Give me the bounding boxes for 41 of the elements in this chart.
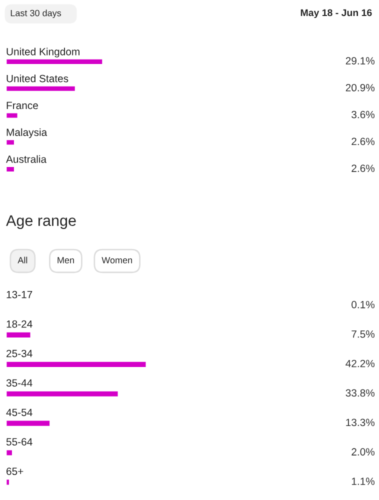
text: Women: [102, 257, 132, 264]
data-label: 3.6%: [352, 110, 375, 118]
chart-title: Age range: [6, 215, 76, 229]
data-label: 2.6%: [352, 138, 375, 146]
category-label: United States: [6, 74, 68, 82]
category-label: United Kingdom: [6, 48, 80, 58]
category-label: 65+: [6, 468, 24, 475]
bar: [6, 419, 51, 428]
bar: [6, 84, 76, 92]
text: May 18 - Jun 16: [300, 9, 372, 18]
category-label: 18-24: [6, 320, 32, 328]
bar: [6, 112, 19, 120]
text: Last 30 days: [10, 10, 62, 18]
bar: [6, 58, 104, 66]
text: All: [18, 256, 28, 264]
text: Men: [58, 257, 74, 264]
bar: [6, 478, 10, 486]
bar: [6, 360, 148, 368]
category-label: 25-34: [6, 350, 32, 358]
data-label: 13.3%: [346, 418, 375, 426]
bar: [6, 390, 120, 398]
data-label: 2.6%: [352, 164, 375, 172]
category-label: France: [6, 102, 38, 110]
data-label: 1.1%: [352, 478, 375, 485]
bar: [6, 448, 14, 457]
bar: [6, 166, 16, 173]
data-label: 2.0%: [352, 448, 375, 456]
data-label: 7.5%: [352, 330, 375, 338]
data-label: 42.2%: [346, 360, 375, 368]
bar: [6, 331, 32, 339]
data-label: 20.9%: [346, 84, 375, 92]
data-label: 29.1%: [346, 57, 375, 64]
data-label: 33.8%: [346, 389, 375, 397]
bar: [6, 138, 16, 146]
category-label: Malaysia: [6, 128, 48, 138]
category-label: 45-54: [6, 408, 32, 416]
category-label: Australia: [6, 155, 47, 163]
category-label: 55-64: [6, 438, 32, 446]
data-label: 0.1%: [352, 300, 375, 308]
category-label: 13-17: [6, 290, 32, 298]
category-label: 35-44: [6, 379, 32, 387]
